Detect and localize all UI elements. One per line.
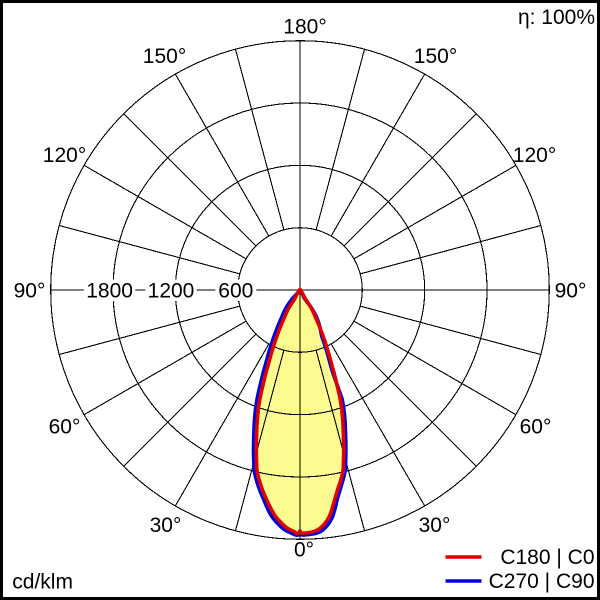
svg-text:C270 | C90: C270 | C90 xyxy=(489,570,595,593)
svg-text:η: 100%: η: 100% xyxy=(518,6,595,29)
svg-text:150°: 150° xyxy=(414,45,457,68)
svg-text:1200: 1200 xyxy=(148,280,195,303)
svg-text:30°: 30° xyxy=(150,514,182,537)
svg-text:60°: 60° xyxy=(49,416,81,439)
svg-text:120°: 120° xyxy=(513,144,556,167)
svg-text:150°: 150° xyxy=(143,45,186,68)
svg-text:90°: 90° xyxy=(14,280,46,303)
svg-text:60°: 60° xyxy=(520,416,552,439)
svg-text:30°: 30° xyxy=(419,514,451,537)
svg-text:120°: 120° xyxy=(43,144,86,167)
svg-text:90°: 90° xyxy=(555,280,587,303)
svg-text:0°: 0° xyxy=(294,539,314,562)
svg-text:cd/klm: cd/klm xyxy=(12,571,73,594)
svg-text:600: 600 xyxy=(218,280,253,303)
svg-text:180°: 180° xyxy=(283,16,326,39)
svg-text:1800: 1800 xyxy=(86,280,133,303)
svg-text:C180 | C0: C180 | C0 xyxy=(500,546,594,569)
